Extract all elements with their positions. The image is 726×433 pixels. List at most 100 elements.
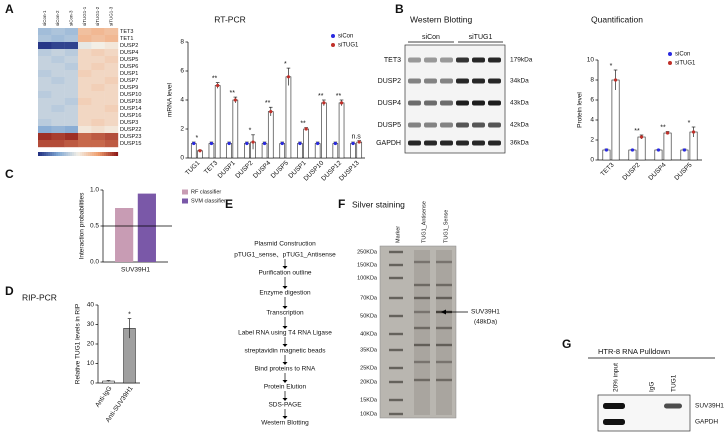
heatmap-cell [78, 56, 92, 64]
band [408, 57, 421, 63]
column-label: siTUG1-3 [109, 6, 114, 26]
y-tick-label: 1.0 [90, 187, 99, 194]
band [664, 403, 682, 409]
y-tick-label: 0.0 [90, 259, 99, 266]
band [488, 57, 501, 63]
band [472, 122, 485, 128]
colorbar [38, 152, 41, 156]
heatmap-cell [64, 105, 79, 113]
heatmap-cell [51, 42, 65, 50]
colorbar [88, 152, 91, 156]
heatmap-cell [91, 35, 105, 43]
heatmap-cell [64, 42, 79, 50]
heatmap-cell [64, 133, 79, 141]
significance: ** [336, 93, 342, 100]
colorbar [108, 152, 111, 156]
heatmap-cell [78, 84, 92, 92]
data-point [665, 131, 670, 135]
bar [279, 143, 286, 159]
heatmap-cell [91, 70, 105, 78]
colorbar [82, 152, 85, 156]
y-tick-label: 4 [180, 97, 184, 104]
lane-label: Marker [395, 226, 401, 243]
heatmap-cell [64, 63, 79, 71]
heatmap-cell [104, 133, 119, 141]
heatmap-cell [38, 28, 52, 36]
colorbar [90, 152, 93, 156]
bar [321, 102, 327, 159]
x-tick-label: DUSP2 [621, 161, 642, 182]
pulldown-title: HTR-8 RNA Pulldown [598, 347, 670, 356]
colorbar [116, 152, 119, 156]
flow-step: Label RNA using T4 RNA Ligase [238, 330, 332, 337]
colorbar [114, 152, 117, 156]
band [414, 326, 430, 330]
panel-letter: D [5, 284, 14, 298]
lane-label: TUG1 [671, 374, 678, 392]
heatmap-cell [64, 70, 79, 78]
arrow-head [282, 266, 288, 269]
heatmap-cell [51, 98, 65, 106]
heatmap-cell [64, 28, 79, 36]
band [414, 360, 430, 364]
band [488, 140, 501, 146]
x-tick-label: DUSP5 [673, 161, 694, 182]
chart-title: RIP-PCR [22, 292, 57, 302]
heatmap-cell [78, 42, 92, 50]
band [436, 260, 452, 264]
band [414, 310, 430, 314]
bar [338, 102, 345, 159]
y-tick-label: 6 [180, 68, 184, 75]
data-point [351, 141, 355, 146]
heatmap-cell [38, 112, 52, 120]
band [414, 260, 430, 264]
band [389, 380, 403, 384]
chart-title: Quantification [591, 14, 643, 24]
arrow-head [282, 326, 288, 329]
row-label: TET1 [120, 36, 133, 42]
gel [379, 245, 457, 419]
bar [232, 99, 239, 159]
heatmap-cell [38, 42, 52, 50]
heatmap-cell [38, 84, 52, 92]
row-label: DUSP9 [120, 85, 138, 91]
heatmap-cell [38, 35, 52, 43]
y-tick-label: 0.5 [90, 223, 99, 230]
x-tick-label: SUV39H1 [121, 267, 150, 274]
heatmap-cell [38, 140, 52, 148]
y-axis-label: Interaction probabilities [79, 192, 86, 260]
panel-letter: E [225, 197, 233, 211]
bar [190, 143, 197, 159]
data-point [691, 130, 696, 134]
heatmap-cell [64, 56, 79, 64]
heatmap-cell [51, 126, 65, 134]
bar [356, 141, 363, 159]
lane-label: TUG1_Sense [443, 210, 449, 243]
band [414, 378, 430, 382]
heatmap-cell [104, 140, 119, 148]
arrow-head [282, 286, 288, 289]
panel-letter: F [338, 197, 345, 211]
colorbar [104, 152, 107, 156]
data-point [298, 141, 302, 146]
heatmap-cell [104, 112, 119, 120]
row-label: TET3 [120, 29, 133, 35]
heatmap-cell [91, 42, 105, 50]
colorbar [44, 152, 47, 156]
heatmap-cell [51, 70, 65, 78]
x-tick-label: DUSP2 [234, 159, 255, 180]
protein-label: GAPDH [376, 140, 401, 147]
group-label: siCon [422, 34, 440, 41]
annotation: SUV39H1 [471, 309, 500, 316]
bar [137, 193, 156, 262]
band [389, 263, 403, 267]
heatmap-cell [38, 105, 52, 113]
y-axis-label: mRNA level [167, 82, 174, 117]
bar [303, 128, 309, 159]
colorbar [92, 152, 95, 156]
marker-label: 25KDa [360, 365, 378, 371]
data-point [227, 141, 231, 146]
heatmap-cell [64, 77, 79, 85]
marker-label: 20KDa [360, 379, 378, 385]
heatmap-cell [64, 35, 79, 43]
